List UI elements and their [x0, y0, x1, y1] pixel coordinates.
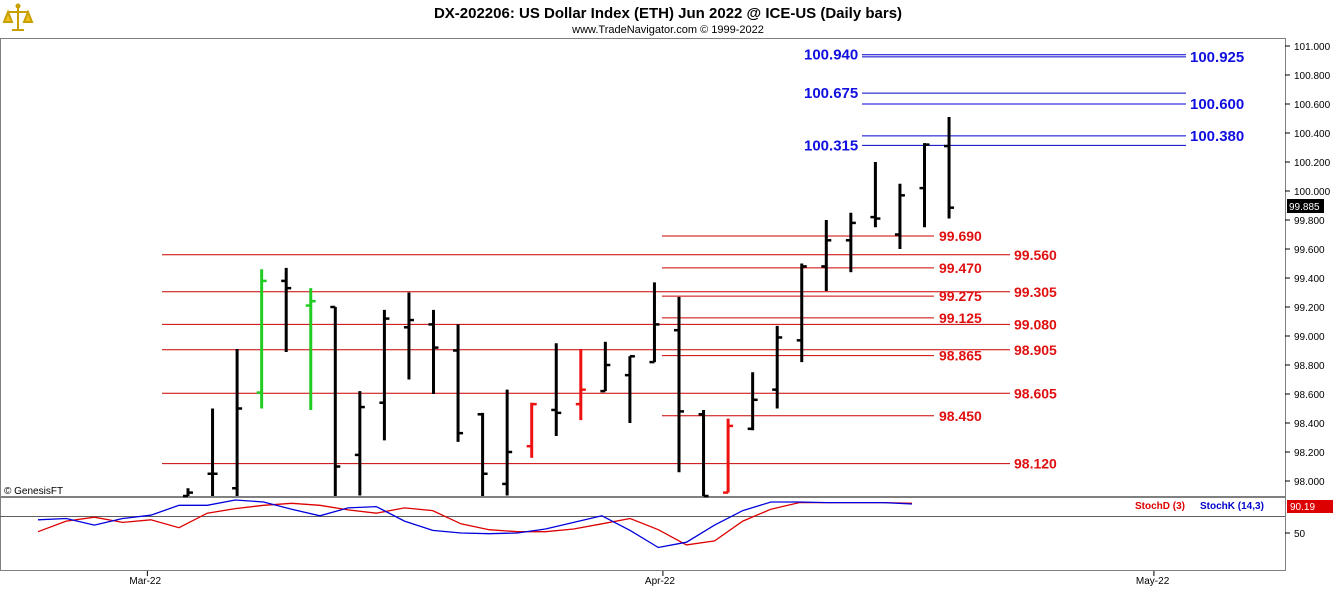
ohlc-bar	[894, 183, 905, 249]
x-tick-label: Apr-22	[645, 576, 675, 587]
level-label-blue: 100.600	[1190, 96, 1244, 113]
level-label-red: 99.125	[939, 310, 982, 326]
ohlc-bar	[796, 263, 807, 363]
ohlc-bar	[772, 325, 783, 409]
ohlc-bar	[379, 309, 390, 441]
level-label-red: 99.275	[939, 288, 982, 304]
level-label-blue: 100.940	[804, 47, 858, 64]
stochd-line	[37, 501, 913, 546]
y-tick-label: 98.400	[1294, 419, 1325, 430]
y-tick-label: 101.000	[1294, 42, 1331, 53]
x-axis-labels: Mar-22 Apr-22 May-22	[129, 571, 1170, 587]
ohlc-bar	[502, 389, 513, 496]
x-tick-label: Mar-22	[129, 576, 161, 587]
ohlc-bar	[403, 292, 414, 380]
level-label-red: 98.450	[939, 408, 982, 424]
level-label-blue: 100.925	[1190, 49, 1244, 66]
y-tick-label: 100.400	[1294, 129, 1331, 140]
chart-title: DX-202206: US Dollar Index (ETH) Jun 202…	[434, 5, 902, 22]
y-tick-label: 99.000	[1294, 332, 1325, 343]
ohlc-bar	[330, 305, 341, 496]
level-label-red: 99.560	[1014, 247, 1057, 263]
x-tick-label: May-22	[1136, 576, 1170, 587]
stochk-legend: StochK (14,3)	[1200, 501, 1264, 512]
ohlc-bar	[919, 143, 930, 228]
y-tick-label: 99.400	[1294, 274, 1325, 285]
y-tick-label: 99.800	[1294, 216, 1325, 227]
stoch-last-box	[1287, 500, 1333, 513]
price-pane-frame	[0, 38, 1286, 497]
ohlc-bar	[354, 391, 365, 496]
ohlc-bar	[183, 488, 193, 498]
y-tick-label: 98.200	[1294, 448, 1325, 459]
stochd-legend: StochD (3)	[1135, 501, 1185, 512]
level-label-red: 99.080	[1014, 316, 1057, 332]
ohlc-bar	[207, 408, 218, 496]
stoch-last-marker: 90.19	[1287, 500, 1333, 513]
last-price-label: 99.885	[1289, 202, 1320, 213]
last-price-box	[1287, 199, 1324, 213]
y-tick-label: 100.800	[1294, 71, 1331, 82]
ohlc-bar	[477, 412, 488, 496]
stoch-last-value: 90.19	[1290, 502, 1315, 513]
y-axis-ticks: 101.000 100.800 100.600 100.400 100.200 100.0…	[1285, 42, 1331, 488]
ohlc-bar	[845, 212, 856, 273]
ohlc-bar	[428, 309, 439, 394]
ohlc-bar	[453, 324, 464, 442]
level-label-red: 99.690	[939, 228, 982, 244]
y-tick-label: 100.200	[1294, 158, 1331, 169]
ohlc-bar	[821, 220, 832, 292]
ohlc-bar	[649, 282, 660, 364]
ohlc-bar	[723, 418, 734, 494]
y-tick-label: 99.600	[1294, 245, 1325, 256]
y-tick-label: 98.000	[1294, 477, 1325, 488]
level-label-red: 99.470	[939, 260, 982, 276]
ohlc-bar	[551, 343, 562, 437]
ohlc-bar	[624, 355, 635, 423]
stochk-line	[37, 499, 913, 549]
ohlc-bar	[281, 267, 292, 352]
ohlc-bar	[600, 341, 611, 393]
y-tick-label: 100.600	[1294, 100, 1331, 111]
y-tick-label: 100.000	[1294, 187, 1331, 198]
level-label-blue: 100.315	[804, 137, 858, 154]
y-tick-label: 98.600	[1294, 390, 1325, 401]
logo-icon	[2, 2, 34, 34]
ohlc-bar	[256, 269, 267, 409]
y-tick-label: 99.200	[1294, 303, 1325, 314]
price-bars	[183, 117, 955, 498]
ohlc-bar	[747, 372, 758, 431]
ohlc-bar	[674, 296, 684, 473]
ohlc-bar	[526, 402, 537, 458]
copyright-label: © GenesisFT	[4, 486, 63, 497]
ohlc-bar	[698, 409, 709, 498]
stoch-tick-label: 50	[1294, 529, 1306, 540]
level-label-red: 98.120	[1014, 456, 1057, 472]
level-label-red: 99.305	[1014, 284, 1057, 300]
stoch-pane-frame	[0, 497, 1286, 571]
last-price-marker: 99.885	[1287, 199, 1324, 213]
level-label-red: 98.865	[939, 348, 982, 364]
level-label-red: 98.905	[1014, 342, 1057, 358]
level-label-blue: 100.675	[804, 85, 858, 102]
chart-subtitle: www.TradeNavigator.com © 1999-2022	[571, 24, 764, 36]
level-label-blue: 100.380	[1190, 128, 1244, 145]
ohlc-bar	[944, 117, 955, 219]
ohlc-bar	[870, 162, 881, 228]
ohlc-bar	[232, 349, 243, 496]
ohlc-bar	[305, 288, 316, 410]
y-tick-label: 98.800	[1294, 361, 1325, 372]
ohlc-bar	[575, 349, 586, 421]
stochastic-pane: 50	[37, 499, 1306, 549]
level-lines: 99.690 99.560 99.470 99.305 99.275 99.125 99.0…	[162, 47, 1244, 472]
level-label-red: 98.605	[1014, 385, 1057, 401]
